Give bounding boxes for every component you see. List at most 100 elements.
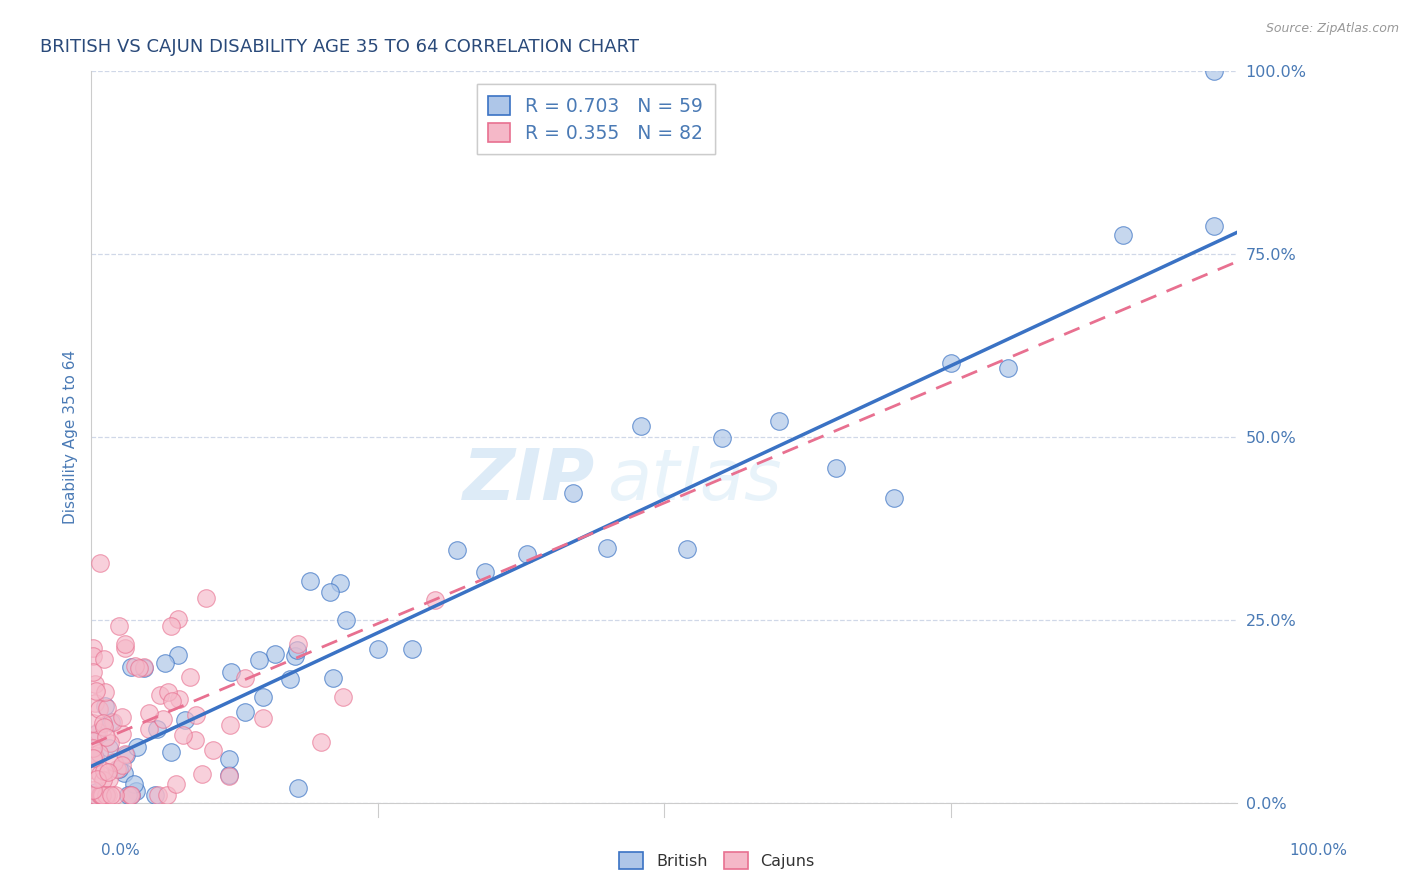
Point [710, 431, 733, 445]
Text: 100.0%: 100.0% [1289, 843, 1347, 858]
Point [93, 721, 115, 735]
Point [83, 696, 105, 710]
Point [401, 642, 423, 657]
Point [218, 752, 240, 766]
Point [172, 728, 194, 742]
Point [84, 785, 107, 799]
Point [93, 652, 115, 666]
Point [159, 619, 181, 633]
Point [82, 734, 104, 748]
Point [128, 661, 150, 675]
Point [138, 722, 160, 736]
Point [630, 418, 652, 433]
Point [329, 576, 352, 591]
Point [82, 641, 104, 656]
Point [117, 789, 139, 803]
Point [96, 701, 118, 715]
Point [319, 585, 342, 599]
Point [110, 757, 132, 772]
Point [156, 789, 179, 803]
Point [101, 715, 124, 730]
Point [94, 731, 117, 745]
Point [167, 612, 190, 626]
Point [84, 751, 107, 765]
Point [284, 648, 307, 663]
Point [82, 648, 104, 663]
Point [89, 556, 111, 570]
Point [124, 658, 146, 673]
Point [86, 772, 108, 786]
Point [82, 751, 104, 765]
Point [160, 693, 183, 707]
Point [423, 592, 446, 607]
Point [111, 727, 134, 741]
Point [145, 722, 167, 736]
Point [89, 789, 111, 803]
Legend: British, Cajuns: British, Cajuns [613, 846, 821, 875]
Point [882, 491, 904, 505]
Point [596, 541, 619, 556]
Point [84, 727, 107, 741]
Point [335, 613, 357, 627]
Point [132, 661, 155, 675]
Point [278, 672, 301, 686]
Point [134, 660, 156, 674]
Point [247, 653, 270, 667]
Point [219, 665, 242, 679]
Point [252, 711, 274, 725]
Point [83, 763, 105, 777]
Text: ZIP: ZIP [464, 447, 596, 516]
Text: BRITISH VS CAJUN DISABILITY AGE 35 TO 64 CORRELATION CHART: BRITISH VS CAJUN DISABILITY AGE 35 TO 64… [39, 38, 638, 56]
Point [153, 656, 176, 670]
Point [367, 642, 389, 657]
Point [332, 690, 354, 704]
Point [939, 356, 962, 370]
Point [114, 766, 136, 780]
Point [287, 781, 309, 796]
Point [233, 671, 256, 685]
Point [87, 701, 110, 715]
Point [125, 784, 148, 798]
Point [997, 361, 1019, 376]
Point [96, 789, 118, 803]
Point [263, 647, 285, 661]
Point [299, 574, 322, 588]
Point [446, 543, 468, 558]
Point [89, 746, 111, 760]
Point [218, 717, 240, 731]
Point [561, 486, 583, 500]
Point [108, 619, 131, 633]
Point [160, 745, 183, 759]
Point [143, 788, 166, 802]
Point [83, 747, 105, 762]
Point [120, 789, 142, 803]
Point [285, 643, 308, 657]
Point [114, 637, 136, 651]
Point [93, 772, 115, 787]
Point [94, 684, 117, 698]
Point [516, 548, 538, 562]
Point [1111, 227, 1133, 242]
Point [474, 565, 496, 579]
Point [93, 764, 115, 778]
Point [233, 705, 256, 719]
Point [115, 747, 138, 762]
Y-axis label: Disability Age 35 to 64: Disability Age 35 to 64 [62, 350, 77, 524]
Point [194, 591, 217, 605]
Point [167, 692, 190, 706]
Point [676, 542, 699, 557]
Point [252, 690, 274, 705]
Point [190, 766, 212, 780]
Point [165, 777, 187, 791]
Point [120, 789, 142, 803]
Point [91, 716, 114, 731]
Point [173, 713, 195, 727]
Point [156, 685, 179, 699]
Point [94, 789, 117, 803]
Point [91, 789, 114, 803]
Point [82, 715, 104, 730]
Point [82, 741, 104, 756]
Point [94, 789, 117, 803]
Text: 0.0%: 0.0% [101, 843, 141, 858]
Text: atlas: atlas [607, 447, 782, 516]
